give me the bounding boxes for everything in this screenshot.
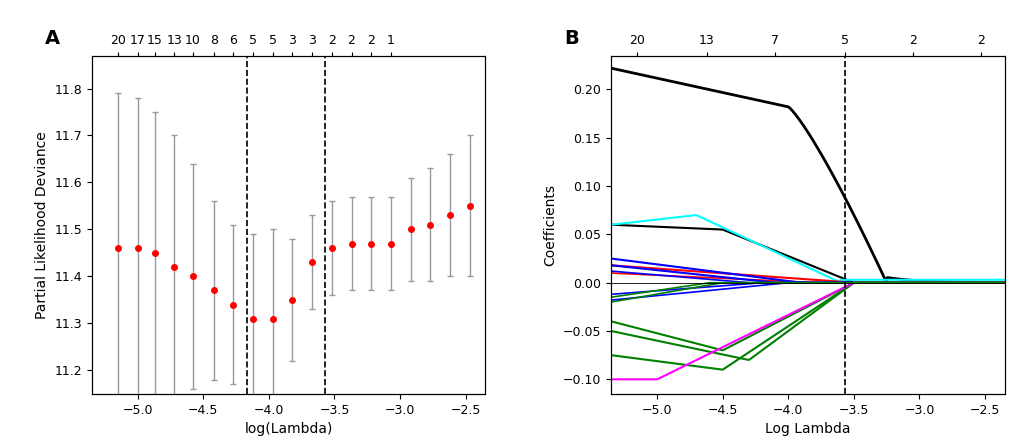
Y-axis label: Coefficients: Coefficients: [543, 184, 557, 266]
X-axis label: Log Lambda: Log Lambda: [764, 422, 850, 436]
X-axis label: log(Lambda): log(Lambda): [245, 422, 332, 436]
Text: B: B: [564, 28, 578, 48]
Text: A: A: [45, 28, 60, 48]
Y-axis label: Partial Likelihood Deviance: Partial Likelihood Deviance: [35, 131, 49, 319]
